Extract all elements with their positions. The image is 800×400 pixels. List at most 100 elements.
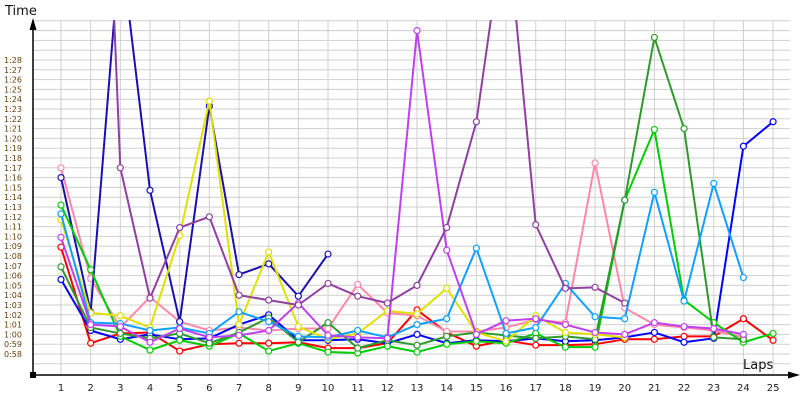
y-tick-label: 1:07: [4, 262, 22, 271]
data-point: [87, 266, 95, 274]
data-point: [472, 118, 480, 126]
data-point: [532, 323, 540, 332]
y-tick-label: 1:28: [4, 56, 22, 65]
data-point: [710, 333, 718, 341]
y-tick-label: 1:11: [4, 223, 22, 232]
data-point: [354, 333, 362, 341]
data-point: [650, 188, 659, 196]
y-tick-label: 1:23: [4, 105, 22, 114]
data-point: [265, 248, 273, 256]
y-tick-label: 1:15: [4, 183, 22, 192]
data-point: [769, 118, 777, 126]
data-point: [324, 331, 332, 339]
y-tick-label: 1:24: [4, 95, 22, 104]
data-point: [443, 284, 451, 292]
x-axis-arrow-icon: [788, 371, 800, 379]
series-line: [57, 179, 748, 341]
data-point: [502, 337, 510, 345]
data-point: [472, 244, 480, 252]
x-tick-label: 3: [117, 383, 123, 394]
x-tick-label: 10: [322, 383, 335, 394]
data-point: [87, 339, 95, 347]
data-point: [324, 279, 332, 288]
y-axis-label: Time: [4, 4, 37, 19]
data-point: [294, 322, 302, 331]
data-point: [650, 335, 659, 343]
series-line: [57, 27, 748, 346]
y-tick-label: 1:22: [4, 115, 22, 124]
data-point: [205, 213, 213, 221]
data-point: [413, 330, 421, 338]
data-point: [235, 291, 243, 299]
data-point: [354, 344, 362, 352]
y-tick-label: 1:18: [4, 154, 22, 163]
data-point: [235, 331, 243, 339]
data-point: [591, 328, 599, 337]
y-tick-label: 1:06: [4, 272, 22, 281]
data-point: [324, 348, 332, 356]
data-point: [472, 337, 480, 345]
y-tick-label: 1:17: [4, 164, 22, 173]
data-point: [739, 330, 748, 338]
data-point: [532, 315, 540, 323]
data-point: [57, 201, 65, 209]
data-point: [205, 333, 213, 341]
x-tick-label: 15: [470, 383, 483, 394]
y-tick-label: 1:09: [4, 242, 22, 251]
data-point: [443, 315, 451, 323]
data-point: [443, 332, 451, 340]
data-point: [739, 142, 748, 150]
data-point: [294, 338, 302, 346]
data-point: [87, 321, 95, 329]
data-point: [532, 221, 540, 229]
x-tick-label: 8: [266, 383, 272, 394]
x-tick-label: 19: [589, 383, 602, 394]
data-point: [591, 313, 599, 321]
data-point: [146, 338, 154, 346]
data-point: [680, 338, 688, 346]
origin-marker: [30, 372, 36, 378]
data-point: [680, 332, 688, 340]
data-point: [561, 328, 569, 337]
x-tick-label: 17: [529, 383, 542, 394]
data-point: [650, 125, 659, 134]
series-line: [113, 20, 629, 309]
data-point: [383, 334, 391, 342]
x-tick-label: 9: [295, 383, 301, 394]
data-point: [621, 315, 629, 323]
x-tick-label: 11: [351, 383, 364, 394]
data-point: [413, 310, 421, 318]
data-point: [354, 292, 362, 300]
data-point: [680, 125, 688, 133]
data-point: [561, 321, 569, 329]
data-point: [265, 296, 273, 304]
grid: [33, 20, 790, 375]
y-tick-label: 1:05: [4, 281, 22, 290]
data-point: [116, 164, 124, 172]
series-path: [60, 20, 329, 323]
data-point: [383, 342, 391, 350]
x-tick-labels: 1 2 3 4 5 6 7 8 9 10 11 12 13 14 15 16 17 18 19 20 21 22 23 24 2…: [58, 383, 780, 394]
data-point: [354, 326, 362, 335]
data-point: [413, 341, 421, 349]
data-point: [413, 27, 421, 35]
y-tick-label: 1:13: [4, 203, 22, 212]
x-tick-label: 24: [737, 383, 750, 394]
y-tick-label: 1:25: [4, 85, 22, 94]
data-point: [235, 308, 243, 316]
x-tick-label: 23: [707, 383, 720, 394]
series-path: [60, 36, 744, 350]
x-tick-label: 2: [87, 383, 93, 394]
x-tick-label: 12: [381, 383, 394, 394]
data-point: [650, 33, 659, 42]
data-point: [116, 312, 124, 320]
data-point: [265, 347, 273, 355]
data-point: [235, 321, 243, 329]
x-tick-label: 20: [618, 383, 631, 394]
data-point: [532, 341, 540, 349]
data-point: [472, 330, 480, 338]
y-tick-label: 1:10: [4, 232, 22, 241]
series-path: [60, 161, 744, 339]
data-point: [591, 283, 599, 291]
